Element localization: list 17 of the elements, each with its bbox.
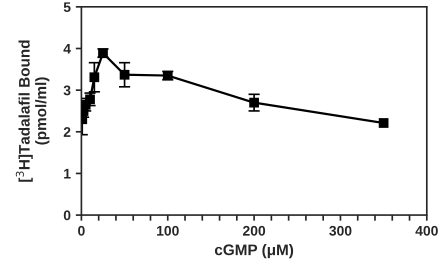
point	[249, 98, 259, 108]
x-axis-title: cGMP (μM)	[214, 244, 294, 258]
x-tick-label: 200	[242, 226, 266, 236]
x-tick-label: 400	[415, 226, 438, 236]
x-tick-label: 100	[157, 226, 179, 236]
y-tick-label: 5	[64, 2, 71, 12]
y-tick-label: 1	[64, 168, 71, 178]
x-tick-label: 300	[329, 226, 352, 236]
point	[120, 70, 130, 80]
y-tick-label: 4	[63, 44, 71, 54]
y-axis-title: [$^{3}$H]Tadalafil Bound (pmol/ml)	[16, 40, 50, 182]
y-tick-label: 2	[64, 127, 70, 137]
y-tick-label: 3	[64, 85, 70, 96]
point	[378, 118, 388, 128]
y-tick-label: 0	[64, 210, 70, 220]
x-tick-label: 0	[78, 226, 85, 236]
point	[89, 72, 100, 82]
